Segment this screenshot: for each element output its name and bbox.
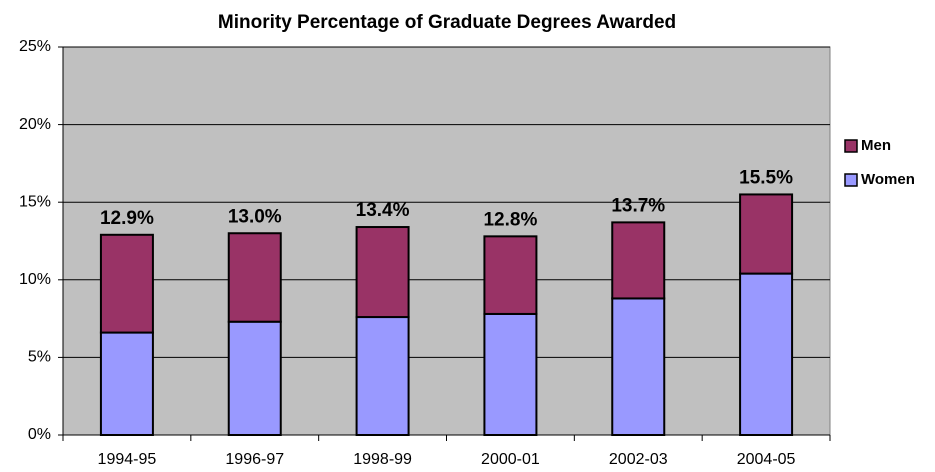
x-tick-label: 1998-99 [353,451,412,468]
y-tick-label: 20% [19,116,51,133]
x-tick-label: 1994-95 [98,451,157,468]
bar-segment [483,312,538,436]
total-label: 13.7% [611,195,665,216]
legend-label: Women [861,171,915,188]
bar-segment [355,226,410,319]
bar-segment [227,320,282,437]
total-label: 15.5% [739,167,793,188]
y-tick-label: 0% [28,426,51,443]
plot-area [62,46,831,436]
x-tick-label: 2004-05 [737,451,796,468]
bar-segment [739,272,794,437]
x-tick-label: 2000-01 [481,451,540,468]
legend-label: Men [861,137,891,154]
total-label: 12.9% [100,208,154,229]
bar-segment [483,235,538,315]
y-tick-label: 25% [19,38,51,55]
bar-segment [99,331,154,436]
bar-segment [227,232,282,323]
bar-segment [611,221,666,300]
total-label: 13.4% [356,200,410,221]
y-tick-label: 15% [19,193,51,210]
total-label: 13.0% [228,206,282,227]
x-tick-label: 2002-03 [609,451,668,468]
legend-swatch [844,139,858,153]
y-tick-label: 5% [28,349,51,366]
chart-title: Minority Percentage of Graduate Degrees … [218,12,676,33]
legend-swatch [844,173,858,187]
y-tick-label: 10% [19,271,51,288]
bar-segment [611,297,666,437]
bar-segment [739,193,794,275]
x-tick-label: 1996-97 [225,451,284,468]
bar-segment [99,233,154,334]
bar-segment [355,316,410,437]
total-label: 12.8% [483,209,537,230]
